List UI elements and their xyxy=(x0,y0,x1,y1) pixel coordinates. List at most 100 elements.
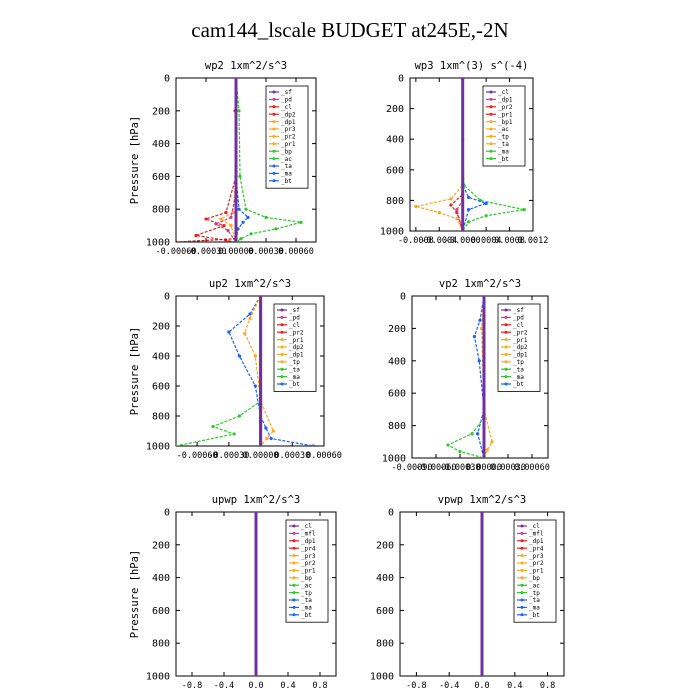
data-point xyxy=(226,228,230,233)
x-tick-label: 0.00030 xyxy=(490,463,526,473)
x-tick-label: -0.00030 xyxy=(208,451,249,461)
panel-3: up2 1xm^2/s^3 0 200 400 600 800 1000 Pressure [… xyxy=(129,278,342,461)
legend-marker xyxy=(520,539,524,543)
x-tick-label: 0.00060 xyxy=(278,247,314,257)
data-point xyxy=(246,215,250,219)
data-point xyxy=(484,214,488,218)
series-line-tp xyxy=(462,78,488,231)
legend-entry: _ma xyxy=(529,605,540,612)
legend-marker xyxy=(504,315,508,319)
x-tick-label: -0.00060 xyxy=(177,451,218,461)
x-tick-label: 0.00030 xyxy=(274,451,310,461)
x-tick-label: -0.4 xyxy=(214,681,234,691)
legend-marker xyxy=(280,352,284,356)
legend-marker xyxy=(280,330,284,334)
y-tick-label: 600 xyxy=(152,172,170,183)
legend-marker xyxy=(280,360,284,364)
legend-marker xyxy=(292,539,296,543)
legend-marker xyxy=(504,360,508,364)
legend-marker xyxy=(292,576,296,580)
data-point xyxy=(476,432,480,436)
data-point xyxy=(466,207,471,212)
data-point xyxy=(446,443,450,447)
data-point xyxy=(238,174,242,178)
legend-entry: _pr1 xyxy=(498,111,513,118)
data-point xyxy=(264,215,268,219)
legend-entry: _bt xyxy=(513,381,524,388)
data-point xyxy=(232,432,236,436)
data-point xyxy=(254,512,258,514)
data-point xyxy=(194,233,198,238)
y-tick-label: 400 xyxy=(152,352,170,363)
x-tick-label: -0.00090 xyxy=(392,463,433,473)
legend-entry: _pd xyxy=(289,315,300,322)
legend-marker xyxy=(272,142,276,146)
data-point xyxy=(227,330,231,334)
legend-entry: _ac xyxy=(281,156,292,163)
x-tick-label: 0.0 xyxy=(474,681,489,691)
data-point xyxy=(237,354,242,358)
legend-entry: _dp1 xyxy=(513,352,528,359)
data-point xyxy=(211,424,215,429)
y-tick-label: 200 xyxy=(386,104,404,115)
y-tick-label: 1000 xyxy=(370,672,394,683)
data-point xyxy=(222,224,226,228)
x-tick-label: 0.4 xyxy=(280,681,295,691)
legend-entry: _cl xyxy=(301,523,312,530)
data-point xyxy=(244,207,248,211)
series-line-ac xyxy=(176,238,237,242)
data-point xyxy=(271,429,275,433)
data-point xyxy=(478,318,482,322)
legend-entry: _ta xyxy=(513,366,524,373)
data-point xyxy=(237,207,241,211)
x-tick-label: 0.00060 xyxy=(514,463,550,473)
legend-marker xyxy=(292,583,296,587)
data-point xyxy=(449,197,453,201)
legend-entry: _pr2 xyxy=(289,329,304,336)
y-tick-label: 600 xyxy=(152,382,170,393)
legend-marker xyxy=(504,345,508,349)
data-point xyxy=(253,384,257,388)
series-group xyxy=(176,296,316,446)
legend-entry: _mfl xyxy=(529,531,544,538)
legend-entry: _bp xyxy=(301,575,312,582)
y-tick-label: 600 xyxy=(376,606,394,617)
legend-marker xyxy=(272,120,276,124)
legend-marker xyxy=(520,524,524,528)
legend-entry: _pr1 xyxy=(513,337,528,344)
legend-marker xyxy=(280,308,284,312)
legend-entry: _pr2 xyxy=(281,134,296,141)
x-tick-label: 0.00060 xyxy=(306,451,342,461)
legend-marker xyxy=(280,345,284,349)
legend-entry: _cl xyxy=(498,89,509,96)
legend-entry: _tp xyxy=(529,590,540,597)
y-tick-label: 800 xyxy=(386,196,404,207)
data-point xyxy=(176,444,178,446)
legend-marker xyxy=(504,352,508,356)
legend-marker xyxy=(489,149,493,153)
y-tick-label: 400 xyxy=(388,356,406,367)
data-point xyxy=(482,456,486,458)
x-tick-label: -0.00030 xyxy=(440,463,481,473)
y-tick-label: 0 xyxy=(398,74,404,85)
legend-marker xyxy=(504,323,508,327)
legend-entry: _pr4 xyxy=(529,545,544,552)
legend-entry: _ta xyxy=(281,163,292,170)
legend-entry: _tp xyxy=(301,590,312,597)
data-point xyxy=(461,229,465,231)
panel-title: upwp 1xm^2/s^3 xyxy=(212,494,301,506)
x-tick-label: 0.8 xyxy=(312,681,327,691)
legend-entry: _bt xyxy=(529,612,540,619)
data-point xyxy=(241,220,245,224)
legend-entry: _pr4 xyxy=(301,545,316,552)
legend-marker xyxy=(292,546,296,550)
plot-frame xyxy=(409,77,534,232)
legend-marker xyxy=(520,598,524,602)
legend-marker xyxy=(292,524,296,528)
legend-entry: _sf xyxy=(289,307,300,314)
x-tick-label: 0.0012 xyxy=(518,236,549,246)
data-point xyxy=(248,316,252,321)
x-tick-label: 0.00000 xyxy=(243,451,279,461)
legend-marker xyxy=(272,97,276,101)
y-tick-label: 1000 xyxy=(382,454,406,465)
